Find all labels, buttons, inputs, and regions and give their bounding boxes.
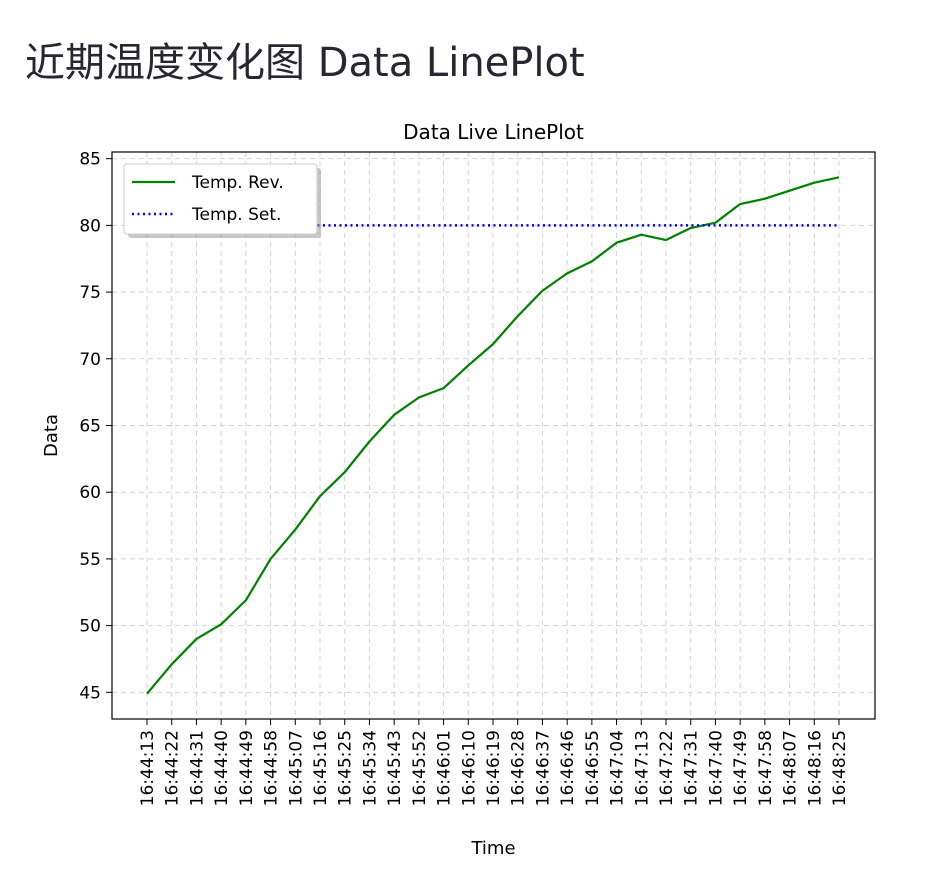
y-tick-label: 65 xyxy=(79,416,101,436)
x-tick-label: 16:45:34 xyxy=(360,730,380,806)
page-title: 近期温度变化图 Data LinePlot xyxy=(25,40,585,86)
y-axis-label: Data xyxy=(41,414,62,457)
legend: Temp. Rev. Temp. Set. xyxy=(123,163,321,238)
x-tick-label: 16:46:01 xyxy=(435,730,455,806)
x-tick-label: 16:47:04 xyxy=(608,730,628,806)
x-tick-label: 16:45:25 xyxy=(336,730,356,806)
legend-label: Temp. Rev. xyxy=(191,173,284,193)
x-tick-label: 16:46:19 xyxy=(484,730,504,806)
x-tick-label: 16:44:22 xyxy=(163,730,183,806)
series-lines xyxy=(146,176,840,695)
y-tick-label: 75 xyxy=(79,283,101,303)
x-tick-label: 16:45:07 xyxy=(286,730,306,806)
x-tick-label: 16:46:10 xyxy=(459,730,479,806)
x-axis-label: Time xyxy=(470,838,515,859)
x-tick-label: 16:46:46 xyxy=(558,730,578,806)
x-tick-label: 16:47:31 xyxy=(682,730,702,806)
x-tick-label: 16:47:40 xyxy=(706,730,726,806)
chart-title: Data Live LinePlot xyxy=(403,120,584,144)
x-tick-label: 16:47:13 xyxy=(632,730,652,806)
legend-label: Temp. Set. xyxy=(191,205,281,225)
y-tick-label: 60 xyxy=(79,483,101,503)
x-tick-label: 16:45:52 xyxy=(410,730,430,806)
x-tick-label: 16:47:22 xyxy=(657,730,677,806)
x-tick-label: 16:48:25 xyxy=(830,730,850,806)
y-tick-label: 85 xyxy=(79,150,101,170)
x-tick-label: 16:47:58 xyxy=(756,730,776,806)
series-line-temp-rev xyxy=(146,176,840,695)
x-tick-label: 16:44:31 xyxy=(187,730,207,806)
y-tick-label: 45 xyxy=(79,683,101,703)
y-tick-label: 70 xyxy=(79,350,101,370)
x-tick-label: 16:44:13 xyxy=(138,730,158,806)
x-tick-label: 16:44:40 xyxy=(212,730,232,806)
x-tick-label: 16:47:49 xyxy=(731,730,751,806)
x-tick-label: 16:44:58 xyxy=(262,730,282,806)
grid-lines xyxy=(112,152,875,719)
x-tick-label: 16:45:16 xyxy=(311,730,331,806)
x-tick-label: 16:44:49 xyxy=(237,730,257,806)
y-axis: 45 50 55 60 65 70 75 80 85 xyxy=(79,150,112,703)
y-tick-label: 80 xyxy=(79,216,101,236)
x-tick-label: 16:45:43 xyxy=(385,730,405,806)
x-tick-label: 16:46:28 xyxy=(509,730,529,806)
x-tick-label: 16:46:37 xyxy=(533,730,553,806)
y-tick-label: 50 xyxy=(79,617,101,637)
y-tick-label: 55 xyxy=(79,550,101,570)
x-tick-label: 16:48:07 xyxy=(781,730,801,806)
x-tick-label: 16:46:55 xyxy=(583,730,603,806)
x-axis: 16:44:13 16:44:22 16:44:31 16:44:40 16:44:49… xyxy=(138,719,850,806)
x-tick-label: 16:48:16 xyxy=(805,730,825,806)
